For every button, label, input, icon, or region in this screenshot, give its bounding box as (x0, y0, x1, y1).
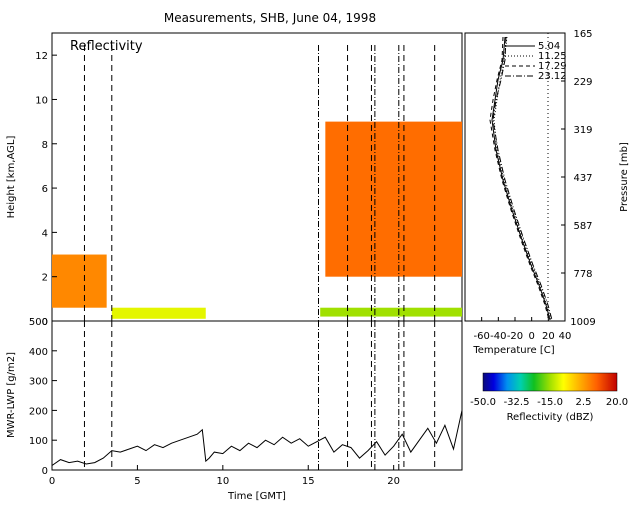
lwp-tick-label: 200 (29, 406, 48, 417)
colorbar: -50.0 -32.5 -15.0 2.5 20.0 Reflectivity (dBZ… (470, 372, 628, 423)
lwp-axis-label: MWR-LWP [g/m2] (6, 352, 17, 438)
time-x-ticks: 0 5 10 15 20 (49, 465, 400, 487)
temperature-x-ticks: -60 -40 -20 0 20 40 (473, 317, 571, 342)
sounding-4-line (492, 36, 553, 321)
lwp-plot-frame (51, 320, 463, 471)
sounding-1-line (491, 36, 551, 321)
time-axis-label: Time [GMT] (227, 491, 286, 502)
lwp-vlines (83, 321, 436, 470)
height-tick-label: 4 (42, 228, 48, 239)
pressure-tick-label: 778 (573, 269, 592, 280)
legend-label-4: 23.12 (538, 71, 567, 82)
time-tick-label: 5 (134, 476, 140, 487)
reflectivity-panel: 0 2 4 6 8 10 12 Reflectivity Height [km,AGL] (6, 32, 463, 328)
echo-region (52, 254, 107, 308)
time-tick-label: 0 (49, 476, 55, 487)
lwp-tick-label: 400 (29, 347, 48, 358)
colorbar-tick-label: -32.5 (504, 397, 530, 408)
pressure-tick-label: 319 (573, 125, 592, 136)
sounding-2-line (493, 36, 552, 321)
pressure-tick-label: 587 (573, 221, 592, 232)
time-tick-label: 20 (387, 476, 400, 487)
reflectivity-panel-label: Reflectivity (70, 39, 143, 54)
pressure-axis-label: Pressure [mb] (619, 142, 630, 212)
colorbar-ticks: -50.0 -32.5 -15.0 2.5 20.0 (470, 397, 628, 408)
sounding-legend: 5.04 11.25 17.29 23.12 (505, 41, 567, 82)
colorbar-tick-label: 2.5 (576, 397, 592, 408)
height-tick-label: 6 (42, 184, 48, 195)
colorbar-gradient (482, 372, 618, 392)
height-tick-label: 2 (42, 273, 48, 284)
time-tick-label: 10 (216, 476, 229, 487)
lwp-y-ticks: 0 100 200 300 400 500 (29, 317, 57, 477)
height-tick-label: 10 (35, 95, 48, 106)
lwp-tick-label: 100 (29, 436, 48, 447)
pressure-tick-label: 229 (573, 77, 592, 88)
lwp-tick-label: 300 (29, 377, 48, 388)
pressure-tick-label: 437 (573, 173, 592, 184)
temperature-profile-panel: 5.04 11.25 17.29 23.12 -60 -40 -20 0 20 40 16… (464, 29, 630, 356)
temperature-tick-label: -40 (490, 331, 506, 342)
colorbar-tick-label: 20.0 (606, 397, 628, 408)
reflectivity-echoes (52, 121, 462, 319)
pressure-tick-label: 165 (573, 29, 592, 40)
colorbar-label: Reflectivity (dBZ) (507, 412, 594, 423)
pressure-y-ticks: 165 229 319 437 587 778 1009 (561, 29, 596, 328)
temperature-tick-label: 40 (559, 331, 572, 342)
temperature-tick-label: 20 (542, 331, 555, 342)
height-tick-label: 12 (35, 51, 48, 62)
time-tick-label: 15 (302, 476, 315, 487)
reflectivity-vlines (83, 45, 436, 321)
sounding-3-line (489, 36, 550, 321)
lwp-tick-label: 500 (29, 317, 48, 328)
colorbar-tick-label: -50.0 (470, 397, 496, 408)
chart-title: Measurements, SHB, June 04, 1998 (164, 11, 376, 25)
temperature-axis-label: Temperature [C] (472, 345, 554, 356)
lwp-tick-label: 0 (42, 466, 48, 477)
echo-region (320, 307, 462, 317)
height-axis-label: Height [km,AGL] (6, 136, 17, 219)
lwp-panel: 0 100 200 300 400 500 0 5 10 15 20 Time [GMT] MWR… (6, 317, 463, 502)
legend-label-1: 5.04 (538, 41, 560, 52)
height-tick-label: 0 (42, 317, 48, 328)
temperature-tick-label: -20 (507, 331, 523, 342)
temperature-tick-label: 0 (528, 331, 534, 342)
legend-label-3: 17.29 (538, 61, 567, 72)
temperature-tick-label: -60 (473, 331, 489, 342)
legend-label-2: 11.25 (538, 51, 567, 62)
pressure-tick-label: 1009 (570, 317, 595, 328)
echo-region (325, 121, 462, 277)
colorbar-tick-label: -15.0 (537, 397, 563, 408)
height-tick-label: 8 (42, 140, 48, 151)
lwp-series-line (51, 410, 463, 466)
echo-region (111, 307, 206, 319)
